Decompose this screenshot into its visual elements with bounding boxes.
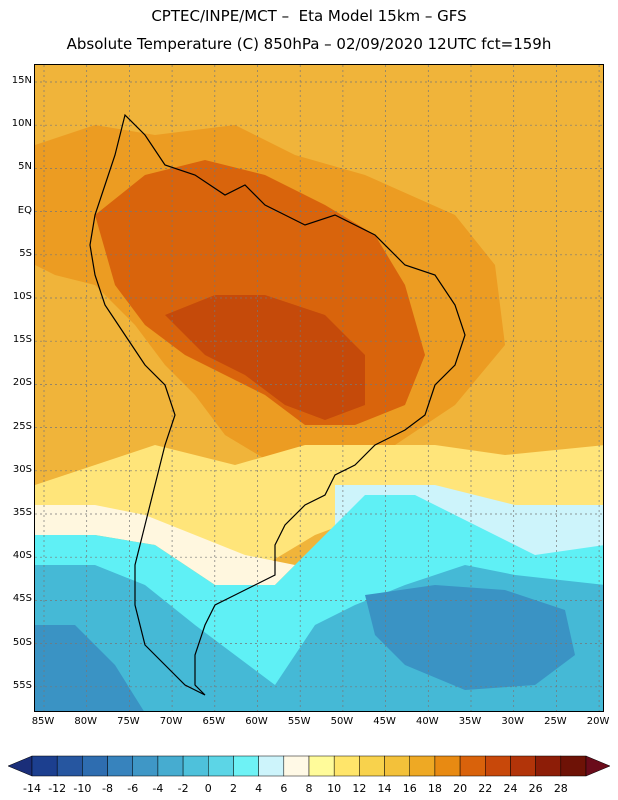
colorbar-label: 20: [453, 782, 468, 795]
lon-label: 65W: [202, 716, 226, 727]
colorbar: [8, 755, 610, 777]
colorbar-swatch: [208, 755, 234, 777]
lat-label: 35S: [12, 507, 32, 518]
lat-label: 15S: [12, 334, 32, 346]
colorbar-swatch: [510, 755, 536, 777]
colorbar-label: 22: [478, 782, 493, 795]
colorbar-label: 12: [352, 782, 367, 795]
colorbar-label: 2: [229, 782, 237, 795]
colorbar-label: 8: [305, 782, 313, 795]
colorbar-left-arrow: [8, 755, 33, 777]
lon-label: 70W: [159, 716, 183, 727]
colorbar-label: 28: [553, 782, 568, 795]
colorbar-label: -4: [152, 782, 164, 795]
colorbar-swatch: [56, 755, 83, 777]
lat-label: 10S: [12, 291, 32, 302]
colorbar-label: 10: [327, 782, 342, 795]
colorbar-label: 26: [528, 782, 543, 795]
colorbar-label: -10: [73, 782, 92, 795]
lat-label: 5N: [18, 161, 32, 173]
colorbar-swatch: [258, 755, 285, 777]
colorbar-right-arrow: [585, 755, 610, 777]
lon-label: 50W: [330, 716, 354, 727]
lon-label: 45W: [373, 716, 396, 727]
colorbar-label: -6: [127, 782, 139, 795]
temperature-field: [35, 65, 603, 711]
lat-label: 15N: [11, 75, 32, 86]
cream-zone: [35, 505, 295, 585]
colorbar-swatch: [308, 755, 335, 777]
colorbar-label: 18: [427, 782, 442, 795]
colorbar-label: 6: [280, 782, 288, 795]
lat-label: EQ: [17, 204, 32, 216]
lon-label: 30W: [501, 716, 524, 727]
lat-label: 50S: [12, 636, 32, 648]
lon-label: 25W: [544, 716, 567, 727]
colorbar-swatches: [8, 755, 610, 777]
colorbar-swatch: [560, 755, 587, 777]
colorbar-label: 4: [255, 782, 263, 795]
colorbar-label: -12: [48, 782, 67, 795]
lon-label: 35W: [458, 716, 482, 727]
lon-label: 75W: [117, 716, 140, 727]
colorbar-swatch: [31, 755, 58, 777]
lon-label: 80W: [74, 716, 97, 727]
colorbar-swatch: [82, 755, 108, 777]
colorbar-swatch: [384, 755, 410, 777]
colorbar-swatch: [535, 755, 562, 777]
colorbar-swatch: [409, 755, 436, 777]
cold-zone-west: [35, 625, 144, 711]
colorbar-label: 0: [204, 782, 212, 795]
colorbar-label: -8: [102, 782, 114, 795]
lat-label: 30S: [12, 463, 32, 475]
colorbar-swatch: [182, 755, 209, 777]
colorbar-swatch: [157, 755, 184, 777]
map-title-line-2: Absolute Temperature (C) 850hPa – 02/09/…: [66, 35, 552, 53]
colorbar-label: 24: [503, 782, 518, 795]
colorbar-swatch: [333, 755, 360, 777]
colorbar-swatch: [459, 755, 486, 777]
colorbar-label: -2: [177, 782, 189, 795]
lat-label: 10N: [11, 118, 32, 130]
colorbar-swatch: [434, 755, 461, 777]
cold-zone: [365, 585, 575, 690]
lat-label: 55S: [12, 679, 32, 691]
lat-label: 25S: [12, 420, 32, 432]
colorbar-swatch: [359, 755, 385, 777]
lon-label: 60W: [245, 716, 268, 727]
colorbar-swatch: [283, 755, 310, 777]
lat-label: 5S: [19, 247, 32, 259]
lon-label: 85W: [31, 716, 55, 727]
lat-label: 45S: [12, 593, 32, 605]
map-title-line-1: CPTEC/INPE/MCT – Eta Model 15km – GFS: [151, 7, 467, 25]
south-america-coastline: [89, 113, 466, 696]
temperature-map: [34, 64, 604, 712]
lat-label: 40S: [12, 550, 32, 562]
colorbar-swatch: [132, 755, 159, 777]
colorbar-label: 16: [402, 782, 417, 795]
lat-label: 20S: [12, 377, 32, 389]
lon-label: 20W: [586, 716, 610, 727]
colorbar-swatch: [485, 755, 511, 777]
colorbar-swatch: [233, 755, 259, 777]
colorbar-label: 14: [377, 782, 392, 795]
lon-label: 40W: [415, 716, 439, 727]
lon-label: 55W: [287, 716, 311, 727]
graticule: [35, 65, 603, 711]
colorbar-swatch: [107, 755, 133, 777]
colorbar-label: -14: [23, 782, 41, 795]
